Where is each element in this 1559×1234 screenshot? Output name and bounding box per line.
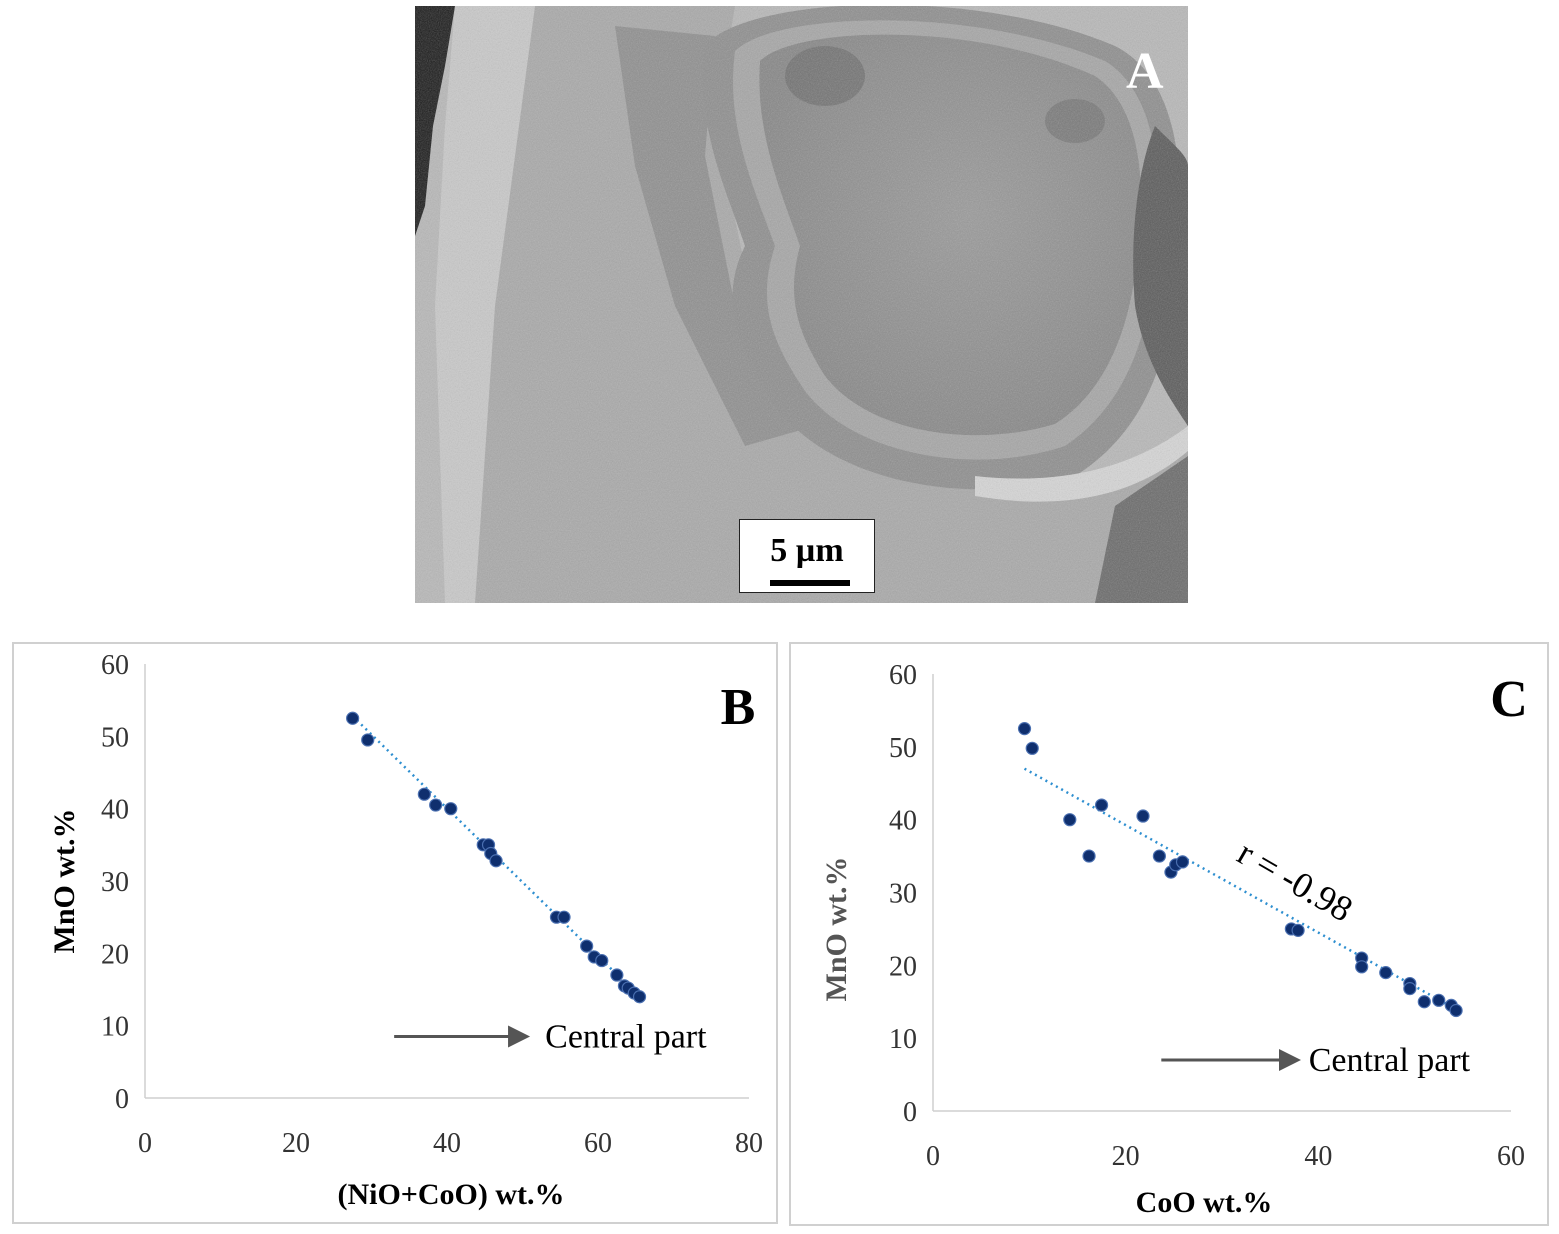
panel-letter-a: A (1126, 43, 1164, 100)
central-part-label: Central part (1309, 1042, 1471, 1079)
chart-panel-b: 0 10 20 30 40 50 60 0 20 40 60 80 B MnO wt.% (NiO+… (12, 642, 778, 1224)
x-tick-label: 20 (282, 1128, 310, 1159)
y-axis-label: MnO wt.% (820, 857, 853, 1002)
data-point (1449, 1003, 1463, 1018)
y-tick-label: 30 (101, 867, 129, 898)
y-tick-label: 40 (889, 806, 917, 837)
data-point (632, 990, 647, 1004)
data-point (361, 733, 375, 747)
y-tick-label: 40 (101, 795, 129, 826)
scale-bar-label: 5 µm (770, 532, 844, 569)
y-tick-label: 20 (101, 939, 129, 970)
y-tick-label: 60 (101, 650, 129, 681)
x-tick-label: 60 (584, 1128, 612, 1159)
scatter-chart-b: 0 10 20 30 40 50 60 0 20 40 60 80 B MnO wt.% (NiO+… (48, 650, 763, 1211)
y-tick-label: 30 (889, 879, 917, 910)
data-point (1403, 982, 1417, 996)
y-tick-label: 20 (889, 951, 917, 982)
data-point (1136, 809, 1150, 823)
data-point (1379, 966, 1393, 980)
correlation-label: r = -0.98 (1231, 832, 1359, 929)
x-tick-label: 0 (138, 1128, 152, 1159)
chart-panel-c: 0 10 20 30 40 50 60 0 20 40 60 C MnO wt.% CoO wt.… (789, 642, 1549, 1226)
sem-micrograph (415, 6, 1188, 603)
data-point (429, 798, 443, 812)
data-point (489, 854, 503, 868)
x-tick-label: 0 (926, 1141, 940, 1172)
data-point (1063, 813, 1077, 827)
data-point (417, 787, 431, 801)
y-tick-label: 0 (903, 1097, 917, 1128)
x-tick-label: 40 (1304, 1141, 1332, 1172)
y-tick-label: 60 (889, 660, 917, 691)
central-part-label: Central part (545, 1019, 707, 1056)
scale-bar: 5 µm (739, 519, 875, 593)
arrow-head-icon (1278, 1049, 1301, 1072)
data-point (1094, 798, 1109, 812)
data-point (1082, 849, 1096, 863)
data-point (1175, 855, 1190, 869)
y-tick-label: 10 (101, 1012, 129, 1043)
data-point (557, 910, 571, 924)
x-tick-label: 20 (1112, 1141, 1140, 1172)
x-axis-label: (NiO+CoO) wt.% (337, 1178, 564, 1211)
axes-c (932, 674, 1511, 1112)
panel-letter-c: C (1490, 671, 1528, 728)
x-tick-label: 60 (1497, 1141, 1525, 1172)
y-tick-label: 10 (889, 1024, 917, 1055)
y-tick-label: 50 (889, 733, 917, 764)
data-point (595, 953, 609, 968)
x-axis-label: CoO wt.% (1136, 1186, 1273, 1219)
data-point (1355, 960, 1369, 974)
trendline (351, 715, 645, 1002)
x-tick-label: 80 (735, 1128, 763, 1159)
x-tick-label: 40 (433, 1128, 461, 1159)
scale-bar-line (770, 580, 850, 586)
data-point (1417, 995, 1431, 1009)
data-point (610, 968, 624, 982)
scatter-chart-c: 0 10 20 30 40 50 60 0 20 40 60 C MnO wt.% CoO wt.… (820, 660, 1528, 1219)
y-tick-label: 0 (115, 1084, 129, 1115)
sem-image-graphic (415, 6, 1188, 603)
arrow-head-icon (508, 1025, 531, 1048)
y-axis-label: MnO wt.% (48, 809, 81, 954)
axes-b (144, 664, 749, 1099)
data-point (1291, 923, 1305, 937)
data-point (1152, 849, 1166, 863)
y-tick-label: 50 (101, 722, 129, 753)
data-point (346, 711, 360, 725)
data-point (1432, 993, 1446, 1007)
data-point (444, 802, 458, 816)
data-point (580, 939, 594, 953)
data-point (1017, 722, 1032, 736)
trendline (1023, 767, 1459, 1012)
panel-letter-b: B (721, 679, 756, 736)
data-point (1025, 741, 1039, 755)
